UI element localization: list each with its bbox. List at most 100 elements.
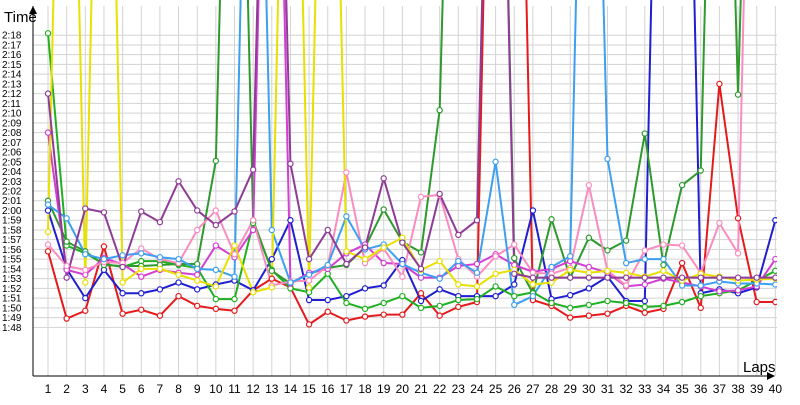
data-point (63, 315, 70, 322)
axes (29, 6, 775, 380)
data-point (361, 255, 369, 263)
data-point (380, 259, 387, 267)
data-point (641, 130, 649, 137)
x-tick-label: 3 (82, 382, 89, 396)
data-point (119, 290, 126, 297)
data-point (548, 274, 555, 281)
series-lines (47, 0, 777, 326)
data-point (660, 261, 667, 269)
y-tick-label: 1:51 (2, 294, 22, 305)
data-point (44, 228, 52, 236)
data-point (268, 255, 275, 263)
x-tick-label: 20 (396, 382, 410, 396)
data-point (641, 255, 649, 263)
data-point (63, 238, 70, 245)
data-point (455, 303, 462, 311)
data-point (660, 302, 667, 310)
data-point (511, 254, 518, 262)
data-point (305, 277, 313, 284)
data-point (119, 263, 126, 271)
data-point (268, 284, 275, 291)
data-point (231, 242, 238, 249)
x-tick-label: 31 (601, 382, 615, 396)
x-tick-label: 26 (508, 382, 522, 396)
data-point (82, 266, 89, 274)
data-point (641, 297, 649, 305)
data-point (697, 274, 704, 281)
data-point (604, 247, 611, 254)
data-point (529, 292, 537, 300)
x-axis-arrow (767, 372, 775, 380)
data-point (473, 269, 481, 276)
x-tick-label: 16 (321, 382, 335, 396)
data-point (678, 242, 686, 249)
data-point (417, 304, 425, 312)
data-point (268, 275, 275, 282)
data-point (193, 226, 201, 234)
data-point (100, 255, 108, 263)
data-point (361, 285, 369, 292)
data-point (193, 265, 201, 273)
data-point (44, 241, 52, 248)
data-point (585, 301, 593, 309)
y-tick-label: 2:16 (2, 50, 22, 61)
data-point (772, 281, 777, 288)
data-point (697, 304, 704, 312)
series-line (47, 0, 742, 295)
data-point (138, 250, 145, 257)
x-tick-label: 15 (302, 382, 316, 396)
data-point (119, 252, 126, 259)
data-point (604, 267, 611, 275)
data-point (380, 175, 387, 182)
data-point (249, 217, 257, 224)
y-tick-label: 1:49 (2, 313, 22, 324)
y-tick-label: 1:50 (2, 303, 22, 314)
data-point (641, 274, 649, 281)
data-point (622, 259, 630, 267)
data-point (511, 241, 518, 248)
data-point (585, 312, 593, 319)
data-point (268, 226, 275, 234)
data-point (734, 215, 742, 222)
data-point (63, 215, 70, 222)
data-point (455, 296, 462, 304)
data-point (772, 267, 777, 275)
data-point (82, 279, 89, 286)
data-point (473, 283, 481, 290)
series-line (47, 0, 777, 303)
data-point (324, 261, 331, 269)
x-tick-label: 12 (246, 382, 260, 396)
data-point (175, 279, 182, 286)
data-point (660, 241, 667, 248)
data-point (287, 279, 294, 286)
data-point (231, 208, 238, 215)
data-point (697, 282, 704, 289)
y-tick-label: 2:10 (2, 109, 22, 120)
x-tick-label: 17 (340, 382, 354, 396)
data-point (716, 80, 723, 88)
x-tick-label: 36 (694, 382, 708, 396)
y-tick-label: 2:09 (2, 118, 22, 129)
data-point (100, 209, 108, 216)
data-point (567, 314, 574, 321)
data-point (324, 308, 331, 315)
data-point (548, 299, 555, 307)
data-point (753, 274, 760, 281)
y-tick-label: 2:15 (2, 60, 22, 71)
data-point (175, 178, 182, 185)
y-tick-label: 1:53 (2, 274, 22, 285)
x-tick-label: 1 (45, 382, 52, 396)
data-point (734, 274, 742, 281)
data-point (399, 292, 406, 300)
data-point (567, 274, 574, 281)
y-tick-label: 2:06 (2, 148, 22, 159)
data-point (511, 270, 518, 277)
x-tick-label: 29 (564, 382, 578, 396)
data-point (678, 259, 686, 267)
data-point (305, 296, 313, 304)
data-point (156, 254, 164, 261)
data-point (212, 305, 220, 313)
data-point (231, 295, 238, 303)
data-point (249, 289, 257, 296)
